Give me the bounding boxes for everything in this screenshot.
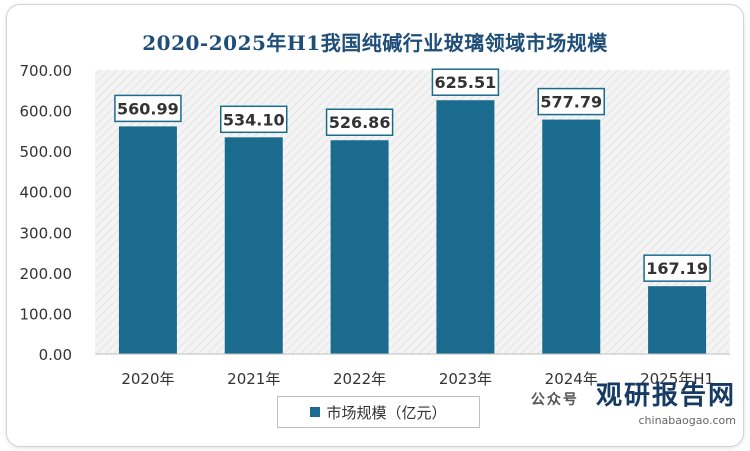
bar: [118, 126, 177, 354]
x-tick-label: 2021年: [227, 370, 280, 388]
data-label-box: [643, 254, 711, 282]
data-label: 167.19: [646, 259, 708, 278]
data-label-box: [431, 68, 500, 96]
y-tick-label: 300.00: [20, 224, 73, 242]
legend-label: 市场规模（亿元）: [326, 403, 447, 422]
bar: [330, 140, 389, 354]
data-label-box: [220, 105, 288, 134]
data-label-box: [114, 94, 182, 123]
bar: [436, 100, 495, 355]
wechat-prefix: 公众号: [530, 392, 579, 408]
legend: 市场规模（亿元）: [277, 396, 480, 428]
data-label: 534.10: [223, 110, 285, 129]
y-tick-label: 600.00: [20, 103, 73, 121]
data-label: 625.51: [435, 73, 497, 92]
legend-swatch: [310, 407, 321, 417]
x-tick-label: 2023年: [439, 370, 492, 388]
watermark: 公众号 观研报告网 chinabaogao.com: [531, 375, 736, 427]
plot-background: [95, 70, 730, 354]
y-tick-label: 700.00: [20, 62, 73, 80]
x-tick-label: 2024年: [545, 370, 598, 388]
bar: [542, 119, 601, 355]
bar: [224, 137, 283, 354]
x-tick-label: 2022年: [333, 370, 386, 388]
y-tick-label: 400.00: [20, 184, 73, 202]
data-label: 526.86: [329, 113, 391, 132]
data-label: 560.99: [117, 99, 179, 118]
data-label-box: [325, 108, 394, 136]
y-tick-label: 200.00: [20, 265, 73, 283]
data-label-box: [537, 87, 605, 116]
y-tick-label: 0.00: [39, 346, 72, 364]
watermark-site: chinabaogao.com: [638, 414, 737, 427]
y-tick-label: 100.00: [20, 305, 73, 323]
data-label: 577.79: [540, 93, 602, 112]
x-tick-label: 2025年H1: [640, 370, 714, 388]
bar: [648, 286, 707, 354]
y-tick-label: 500.00: [20, 143, 73, 161]
watermark-brand: 观研报告网: [595, 381, 736, 411]
chart-title: 2020-2025年H1我国纯碱行业玻璃领域市场规模: [142, 31, 608, 55]
x-tick-label: 2020年: [121, 370, 174, 388]
